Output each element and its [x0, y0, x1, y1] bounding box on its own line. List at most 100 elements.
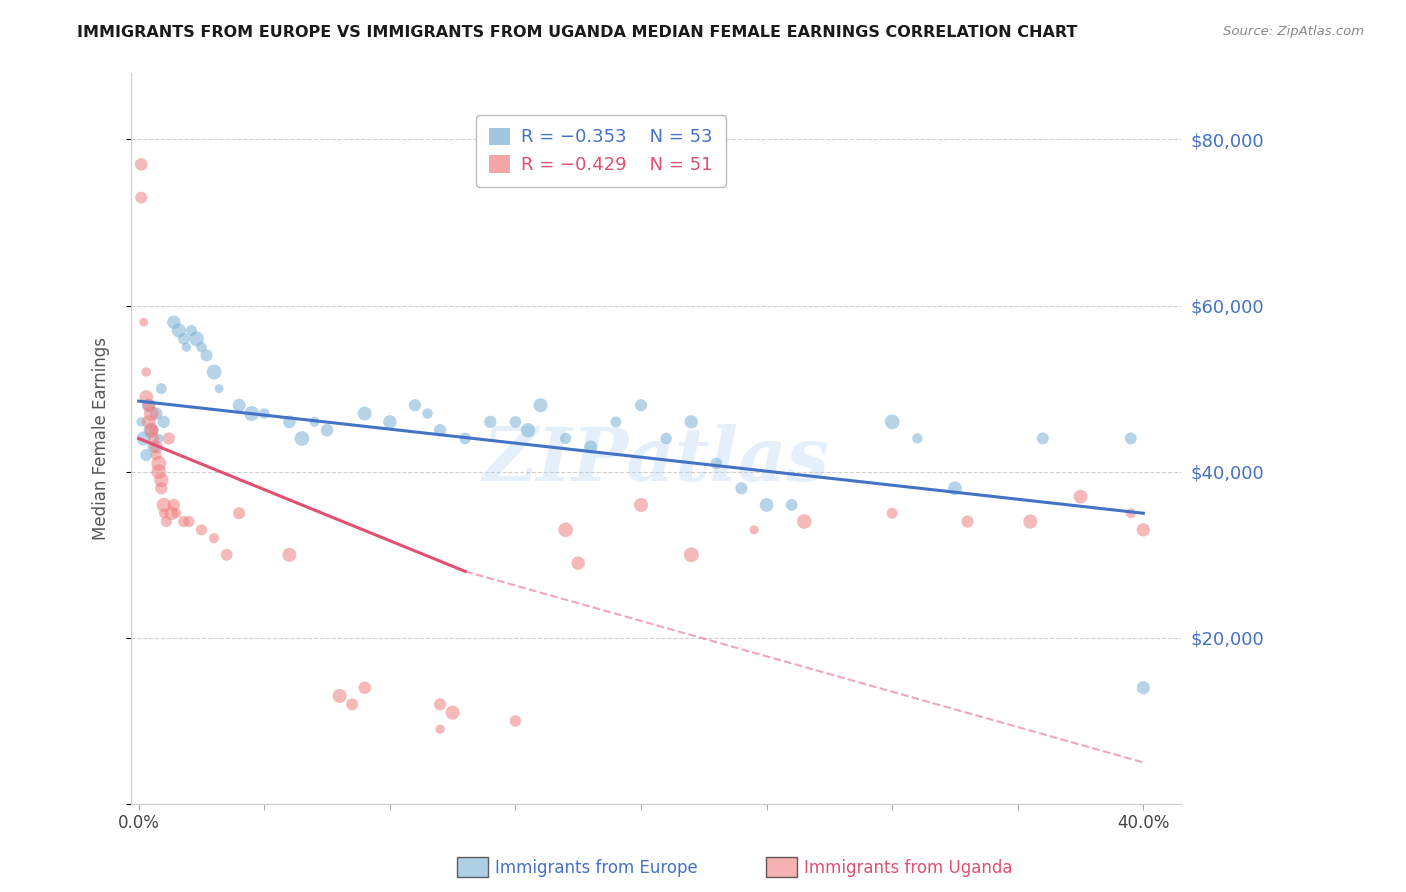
Text: Immigrants from Uganda: Immigrants from Uganda — [804, 859, 1012, 877]
Point — [605, 415, 627, 429]
Point — [630, 498, 652, 512]
Point — [882, 506, 904, 520]
Y-axis label: Median Female Earnings: Median Female Earnings — [93, 337, 110, 540]
Point — [316, 423, 339, 437]
Point — [278, 548, 301, 562]
Point — [905, 432, 928, 446]
Point — [132, 315, 155, 329]
Point — [1132, 681, 1154, 695]
Point — [567, 556, 589, 570]
Point — [730, 481, 752, 495]
Point — [681, 415, 703, 429]
Point — [441, 706, 464, 720]
Point — [138, 398, 160, 412]
Point — [163, 315, 186, 329]
Point — [157, 432, 180, 446]
Point — [135, 448, 157, 462]
Point — [554, 523, 576, 537]
Point — [153, 498, 176, 512]
Point — [173, 515, 195, 529]
Point — [278, 415, 301, 429]
Point — [202, 531, 225, 545]
Point — [479, 415, 502, 429]
Point — [240, 407, 263, 421]
Point — [165, 506, 187, 520]
Point — [129, 157, 152, 171]
Point — [160, 506, 183, 520]
Point — [353, 407, 375, 421]
Point — [177, 515, 200, 529]
Point — [186, 332, 208, 346]
Point — [132, 432, 155, 446]
Point — [956, 515, 979, 529]
Point — [141, 423, 163, 437]
Point — [404, 398, 426, 412]
Point — [1119, 432, 1142, 446]
Point — [153, 415, 176, 429]
Point — [329, 689, 352, 703]
Point — [135, 365, 157, 379]
Text: Immigrants from Europe: Immigrants from Europe — [495, 859, 697, 877]
Point — [180, 324, 202, 338]
Point — [150, 473, 173, 487]
Point — [529, 398, 551, 412]
Point — [141, 423, 163, 437]
Point — [304, 415, 326, 429]
Point — [150, 481, 173, 495]
Point — [554, 432, 576, 446]
Point — [148, 432, 170, 446]
Point — [429, 723, 451, 737]
Point — [155, 515, 177, 529]
Point — [882, 415, 904, 429]
Point — [163, 498, 186, 512]
Point — [208, 382, 231, 396]
Point — [793, 515, 815, 529]
Point — [943, 481, 966, 495]
Point — [129, 191, 152, 205]
Point — [228, 506, 250, 520]
Point — [1070, 490, 1092, 504]
Point — [1119, 506, 1142, 520]
Point — [681, 548, 703, 562]
Point — [148, 465, 170, 479]
Point — [454, 432, 477, 446]
Point — [148, 457, 170, 471]
Point — [190, 340, 212, 354]
Point — [167, 324, 190, 338]
Point — [215, 548, 238, 562]
Point — [505, 415, 527, 429]
Point — [416, 407, 439, 421]
Point — [129, 415, 152, 429]
Legend: R = −0.353    N = 53, R = −0.429    N = 51: R = −0.353 N = 53, R = −0.429 N = 51 — [477, 115, 725, 186]
Point — [141, 407, 163, 421]
Text: IMMIGRANTS FROM EUROPE VS IMMIGRANTS FROM UGANDA MEDIAN FEMALE EARNINGS CORRELAT: IMMIGRANTS FROM EUROPE VS IMMIGRANTS FRO… — [77, 25, 1078, 40]
Point — [353, 681, 375, 695]
Point — [517, 423, 540, 437]
Point — [340, 698, 363, 712]
Point — [253, 407, 276, 421]
Point — [142, 432, 165, 446]
Point — [195, 348, 218, 362]
Point — [780, 498, 803, 512]
Text: ZIPatlas: ZIPatlas — [482, 425, 830, 497]
Point — [630, 398, 652, 412]
Point — [153, 506, 176, 520]
Point — [579, 440, 602, 454]
Point — [655, 432, 678, 446]
Point — [145, 407, 167, 421]
Point — [142, 440, 165, 454]
Point — [190, 523, 212, 537]
Point — [138, 398, 160, 412]
Point — [1032, 432, 1054, 446]
Point — [291, 432, 314, 446]
Point — [1132, 523, 1154, 537]
Point — [150, 382, 173, 396]
Point — [1019, 515, 1042, 529]
Point — [145, 440, 167, 454]
Point — [176, 340, 198, 354]
Text: Source: ZipAtlas.com: Source: ZipAtlas.com — [1223, 25, 1364, 38]
Point — [135, 390, 157, 404]
Point — [429, 698, 451, 712]
Point — [173, 332, 195, 346]
Point — [228, 398, 250, 412]
